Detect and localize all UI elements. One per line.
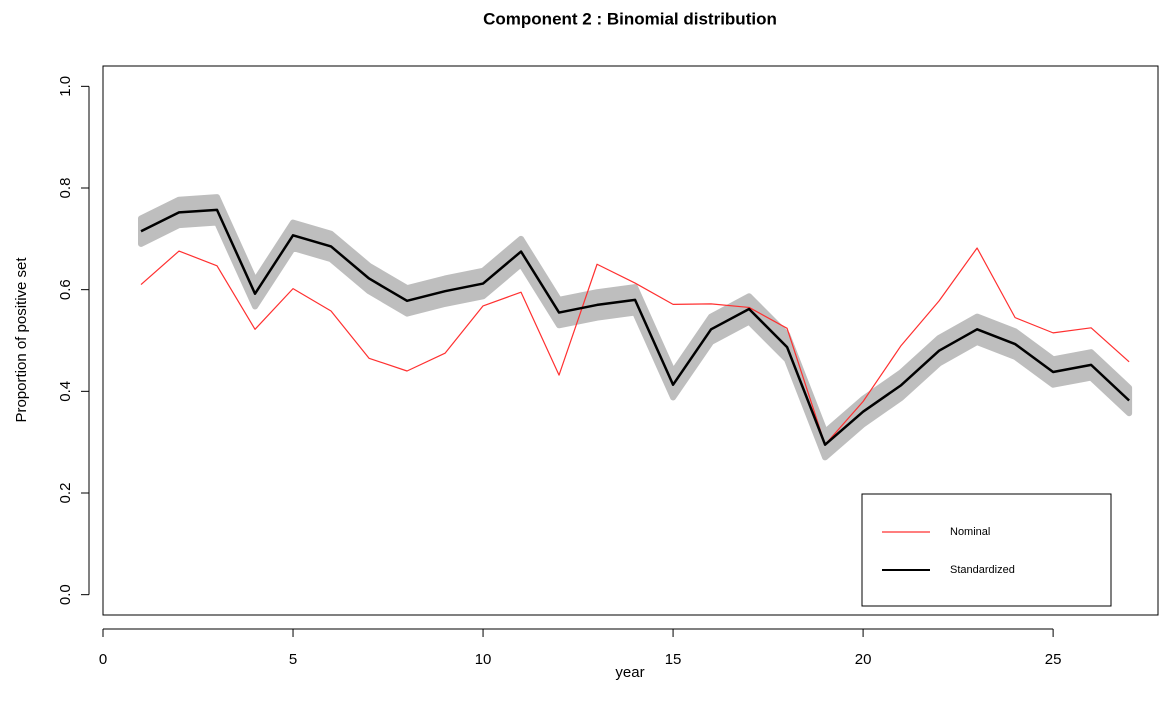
x-tick-label: 20 xyxy=(855,651,872,668)
plot-frame xyxy=(102,65,1159,616)
x-tick-label: 0 xyxy=(99,651,107,668)
y-tick-label: 0.6 xyxy=(57,279,74,300)
legend-label: Nominal xyxy=(950,526,990,538)
data-line xyxy=(140,208,1130,446)
y-tick-label: 0.8 xyxy=(57,178,74,199)
legend-box xyxy=(861,493,1112,607)
confidence-band xyxy=(138,194,1133,461)
y-tick-label: 0.0 xyxy=(57,584,74,605)
x-axis-label: year xyxy=(615,664,644,681)
x-tick-label: 15 xyxy=(665,651,682,668)
legend-label: Standardized xyxy=(950,564,1015,576)
y-axis-label: Proportion of positive set xyxy=(13,257,30,423)
y-tick-label: 0.2 xyxy=(57,483,74,504)
x-tick-label: 5 xyxy=(289,651,297,668)
chart-title: Component 2 : Binomial distribution xyxy=(483,9,777,28)
y-tick-label: 1.0 xyxy=(57,76,74,97)
y-tick-label: 0.4 xyxy=(57,381,74,402)
data-line xyxy=(140,247,1130,446)
x-tick-label: 10 xyxy=(475,651,492,668)
x-tick-label: 25 xyxy=(1045,651,1062,668)
